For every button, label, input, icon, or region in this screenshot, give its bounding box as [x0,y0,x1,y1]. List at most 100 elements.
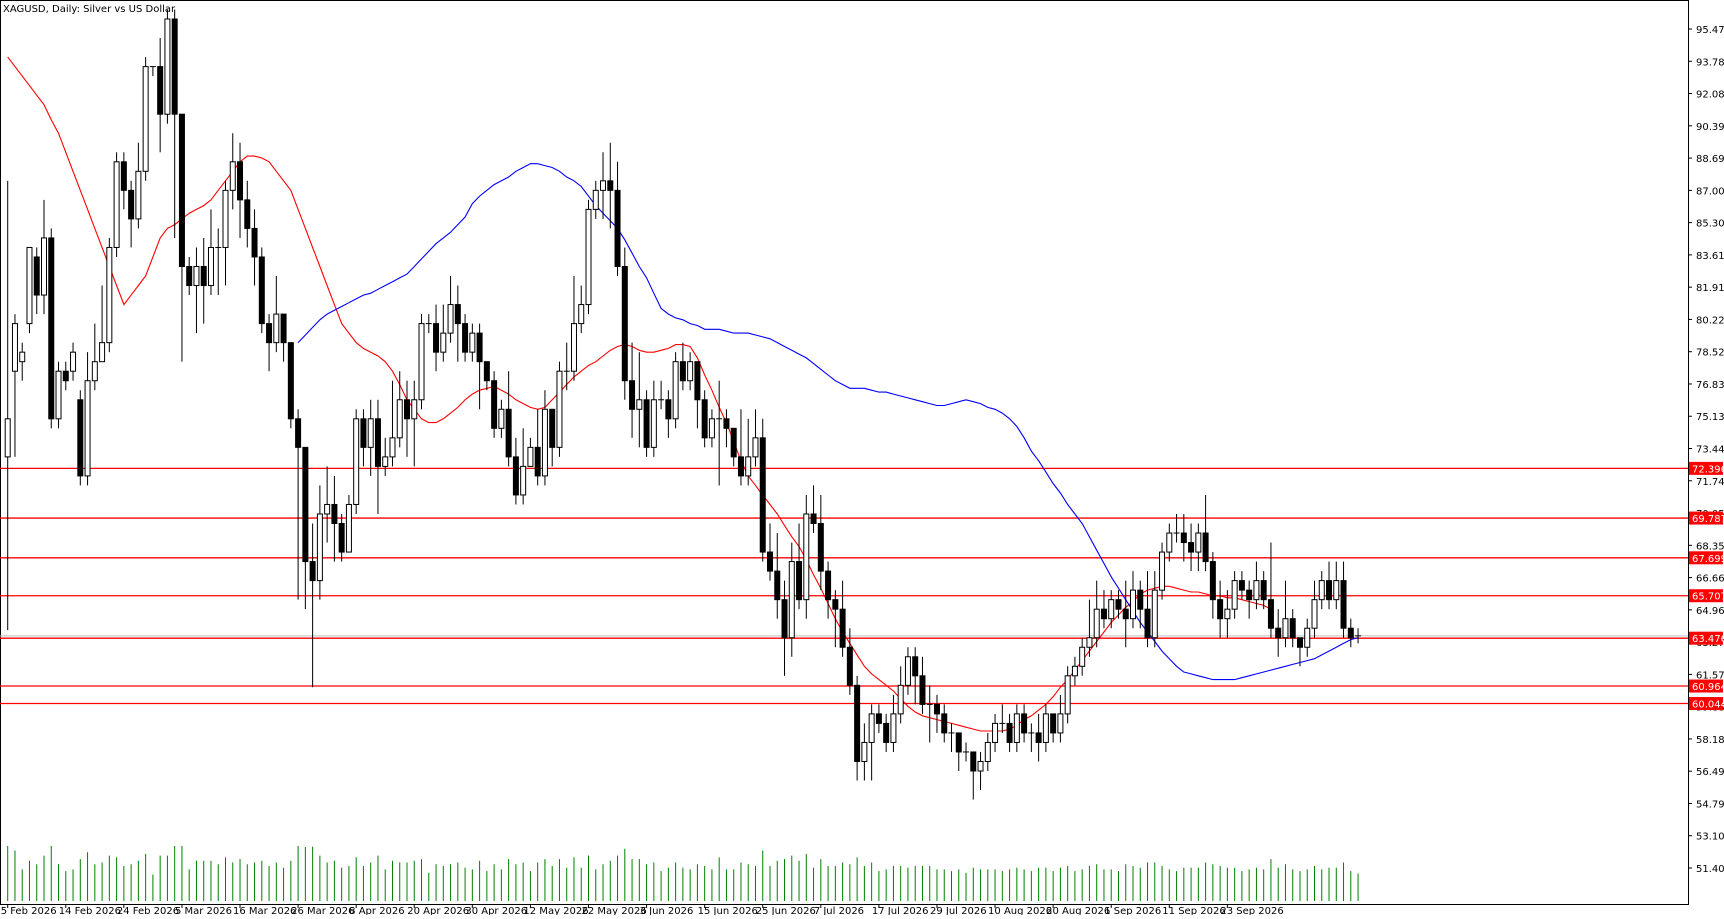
candle[interactable] [767,523,773,581]
candle[interactable] [142,57,149,181]
candle[interactable] [992,713,999,752]
candle[interactable] [977,751,984,791]
candle[interactable] [1355,628,1362,644]
candle[interactable] [549,408,556,467]
candle[interactable] [890,694,897,752]
candle[interactable] [723,409,730,448]
candle[interactable] [186,256,193,296]
candle[interactable] [345,494,352,553]
candle[interactable] [389,380,396,467]
candle[interactable] [1079,637,1086,676]
candle[interactable] [4,180,11,631]
candle[interactable] [1064,666,1071,724]
candle[interactable] [266,314,273,372]
candle[interactable] [26,246,33,334]
candle[interactable] [1340,561,1347,638]
candle[interactable] [556,361,563,457]
candle[interactable] [1108,590,1115,629]
candle[interactable] [781,580,788,676]
candle[interactable] [1202,494,1209,572]
candle[interactable] [1195,523,1202,572]
candle[interactable] [411,380,418,467]
candle[interactable] [418,314,425,410]
candle[interactable] [62,361,69,391]
candle[interactable] [832,590,839,648]
candle[interactable] [1028,723,1035,752]
candle[interactable] [360,409,367,467]
candle[interactable] [955,732,962,772]
candle[interactable] [1347,618,1354,648]
candle[interactable] [77,390,84,486]
candle[interactable] [774,533,781,619]
candle[interactable] [215,228,222,296]
candle[interactable] [1057,694,1064,743]
candle[interactable] [135,142,142,229]
candle[interactable] [883,713,890,752]
candle[interactable] [353,409,360,514]
candle[interactable] [846,628,853,695]
candle[interactable] [498,399,505,438]
candle[interactable] [1115,590,1122,619]
candle[interactable] [280,313,287,362]
candle[interactable] [875,704,882,733]
candle[interactable] [1238,571,1245,600]
candle[interactable] [1311,580,1318,638]
candle[interactable] [55,361,62,429]
candle[interactable] [614,161,621,277]
candle[interactable] [687,352,694,391]
candle[interactable] [91,323,98,391]
candle[interactable] [229,133,236,210]
candle[interactable] [1267,542,1274,638]
candle[interactable] [1122,580,1129,648]
candle[interactable] [810,485,817,534]
candle[interactable] [128,180,135,248]
candle[interactable] [643,390,650,457]
candle[interactable] [1130,571,1136,629]
candle[interactable] [585,199,592,315]
candle[interactable] [716,380,723,486]
candle[interactable] [287,342,294,429]
candle[interactable] [19,342,26,381]
candle[interactable] [1042,704,1049,752]
candle[interactable] [701,390,708,448]
candle[interactable] [11,314,18,457]
candle[interactable] [730,427,737,467]
candle[interactable] [207,209,214,296]
candle[interactable] [433,304,440,372]
candle[interactable] [1333,561,1340,610]
candle[interactable] [534,409,541,486]
candle[interactable] [941,704,948,743]
candle[interactable] [1253,561,1260,610]
candle[interactable] [149,66,156,77]
candle[interactable] [1013,704,1020,752]
candle[interactable] [970,751,977,800]
candle[interactable] [258,247,265,334]
candle[interactable] [520,428,527,505]
candle[interactable] [222,180,229,286]
candle[interactable] [694,361,701,429]
candle[interactable] [868,704,875,781]
candle[interactable] [469,323,476,362]
candle[interactable] [999,704,1006,733]
candle[interactable] [1006,713,1013,752]
candle[interactable] [1071,656,1078,686]
candle[interactable] [737,409,744,486]
candle[interactable] [251,209,258,286]
candle[interactable] [963,742,970,762]
candle[interactable] [1260,571,1267,610]
candle[interactable] [1093,580,1100,648]
candle[interactable] [541,390,548,486]
candle[interactable] [563,342,570,391]
candle[interactable] [331,475,338,562]
candle[interactable] [120,152,127,210]
candle[interactable] [1035,713,1042,762]
candle[interactable] [113,152,120,257]
candle[interactable] [164,9,171,124]
candle[interactable] [817,494,824,591]
candle[interactable] [454,285,461,362]
candle[interactable] [1100,590,1107,629]
candle[interactable] [106,237,113,353]
candle[interactable] [912,647,919,705]
candle[interactable] [650,380,657,457]
